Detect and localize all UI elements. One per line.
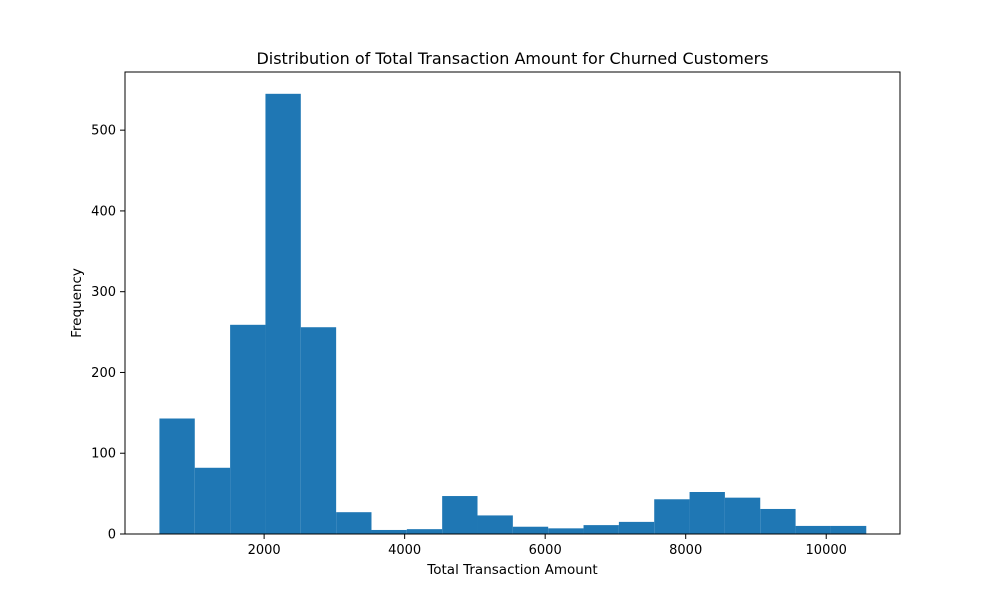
- histogram-bar-18: [795, 525, 831, 534]
- y-tick-label: 300: [91, 285, 116, 300]
- histogram-bar-7: [406, 529, 443, 534]
- y-axis-title: Frequency: [69, 268, 85, 338]
- y-tick-label: 500: [91, 124, 116, 139]
- histogram-bar-6: [371, 529, 407, 534]
- y-tick-label: 200: [91, 366, 116, 381]
- histogram-bar-2: [230, 324, 266, 534]
- histogram-bar-15: [689, 492, 725, 534]
- y-tick-label: 0: [108, 528, 116, 543]
- x-axis: 2000 4000 6000 8000 10000: [248, 534, 847, 558]
- histogram-bar-4: [300, 327, 337, 534]
- histogram-bar-1: [194, 467, 231, 534]
- histogram-bar-14: [654, 499, 690, 534]
- x-tick-label: 4000: [388, 543, 421, 558]
- x-tick-label: 8000: [669, 543, 702, 558]
- histogram-bar-12: [583, 525, 619, 534]
- histogram-bar-17: [760, 508, 796, 534]
- histogram-bar-0: [159, 418, 195, 534]
- histogram-bar-3: [265, 93, 301, 535]
- histogram-bar-9: [477, 515, 513, 534]
- y-tick-label: 100: [91, 447, 116, 462]
- chart-title: Distribution of Total Transaction Amount…: [256, 49, 768, 68]
- histogram-bar-13: [618, 521, 655, 534]
- x-tick-label: 10000: [806, 543, 847, 558]
- x-axis-title: Total Transaction Amount: [426, 562, 597, 578]
- histogram-bar-10: [512, 526, 549, 534]
- histogram-bar-11: [548, 528, 584, 534]
- x-tick-label: 6000: [529, 543, 562, 558]
- y-axis: 0 100 200 300 400 500: [91, 124, 125, 543]
- histogram-bar-5: [336, 512, 372, 534]
- plot-area-frame: [124, 71, 901, 535]
- y-tick-label: 400: [91, 204, 116, 219]
- histogram-bars: [159, 93, 867, 535]
- x-tick-label: 2000: [248, 543, 281, 558]
- histogram-bar-19: [830, 525, 867, 534]
- histogram-bar-16: [724, 497, 761, 534]
- histogram-bar-8: [442, 496, 478, 534]
